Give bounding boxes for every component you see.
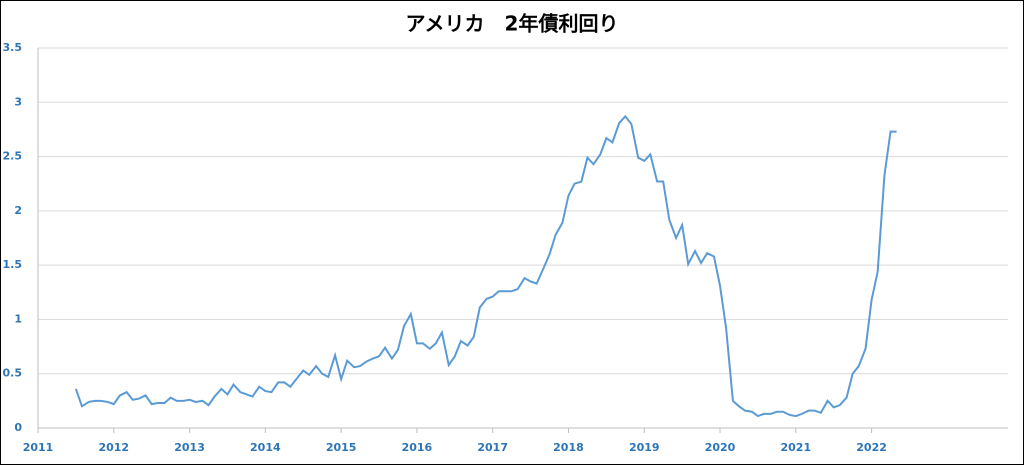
y-tick-label: 3.5 [3,41,23,54]
y-tick-label: 1.5 [3,258,23,271]
y-tick-label: 2 [14,204,22,217]
x-tick-label: 2014 [250,441,281,454]
x-tick-label: 2022 [856,441,887,454]
x-tick-label: 2012 [98,441,129,454]
y-tick-label: 3 [14,95,22,108]
x-tick-label: 2016 [402,441,433,454]
x-tick-label: 2018 [553,441,584,454]
x-tick-label: 2013 [174,441,205,454]
y-tick-label: 0.5 [3,367,23,380]
x-tick-label: 2020 [705,441,736,454]
y-tick-label: 0 [14,421,22,434]
x-tick-label: 2021 [781,441,812,454]
x-tick-label: 2015 [326,441,357,454]
chart-title: アメリカ 2年債利回り [406,12,619,36]
x-tick-label: 2019 [629,441,660,454]
y-tick-label: 1 [14,312,22,325]
data-line [74,114,897,418]
y-tick-label: 2.5 [3,150,23,163]
x-tick-label: 2017 [477,441,508,454]
x-tick-label: 2011 [23,441,54,454]
